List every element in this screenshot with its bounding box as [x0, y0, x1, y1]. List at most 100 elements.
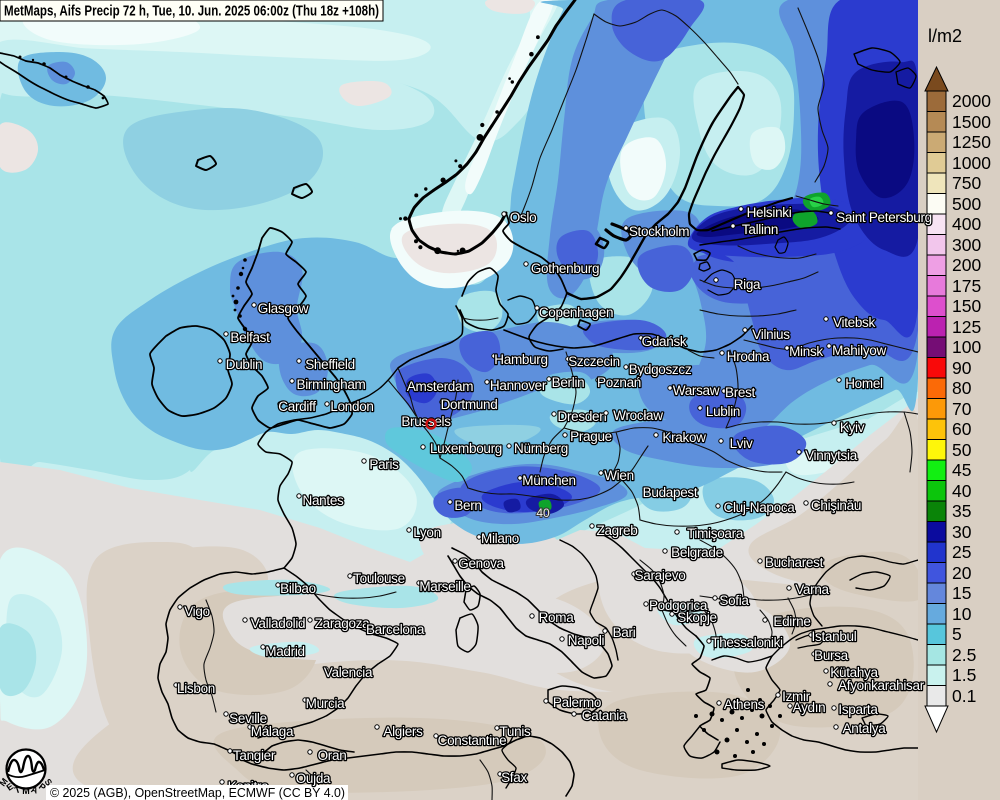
- svg-text:Barcelona: Barcelona: [366, 622, 425, 637]
- svg-text:Budapest: Budapest: [643, 485, 698, 500]
- svg-text:Homel: Homel: [845, 376, 883, 391]
- svg-text:Roma: Roma: [539, 610, 575, 625]
- svg-text:Sofia: Sofia: [719, 593, 749, 608]
- svg-text:Berlin: Berlin: [552, 375, 585, 390]
- svg-text:Antalya: Antalya: [843, 721, 887, 736]
- svg-text:Tunis: Tunis: [499, 724, 531, 739]
- svg-text:25: 25: [952, 542, 971, 562]
- svg-text:Cardiff: Cardiff: [278, 399, 316, 414]
- svg-text:Bilbao: Bilbao: [280, 581, 316, 596]
- svg-text:Palermo: Palermo: [553, 695, 601, 710]
- svg-text:300: 300: [952, 235, 981, 255]
- svg-text:Amsterdam: Amsterdam: [407, 379, 473, 394]
- svg-text:Hannover: Hannover: [490, 378, 547, 393]
- svg-text:Sheffield: Sheffield: [305, 357, 355, 372]
- svg-text:M: M: [0, 776, 10, 788]
- svg-text:Aydın: Aydın: [793, 700, 826, 715]
- svg-text:Dortmund: Dortmund: [441, 397, 498, 412]
- svg-text:Afyonkarahisar: Afyonkarahisar: [838, 678, 925, 693]
- svg-text:Tallinn: Tallinn: [742, 222, 778, 237]
- svg-text:Nantes: Nantes: [303, 493, 345, 508]
- svg-text:Timişoara: Timişoara: [687, 526, 744, 541]
- svg-text:Thessaloniki: Thessaloniki: [711, 635, 783, 650]
- svg-text:München: München: [522, 473, 575, 488]
- svg-text:Sarajevo: Sarajevo: [635, 568, 686, 583]
- svg-text:Tangier: Tangier: [233, 748, 276, 763]
- svg-text:Stockholm: Stockholm: [629, 224, 689, 239]
- svg-text:E: E: [5, 781, 16, 793]
- svg-text:Chişinău: Chişinău: [811, 498, 861, 513]
- svg-text:Szczecin: Szczecin: [568, 354, 620, 369]
- svg-text:2000: 2000: [952, 91, 991, 111]
- svg-text:Poznań: Poznań: [597, 375, 641, 390]
- svg-text:Genova: Genova: [458, 556, 504, 571]
- svg-text:Valencia: Valencia: [324, 665, 373, 680]
- svg-text:Hrodna: Hrodna: [727, 349, 770, 364]
- svg-text:Zaragoza: Zaragoza: [315, 616, 370, 631]
- svg-text:Vitebsk: Vitebsk: [833, 315, 875, 330]
- svg-text:Wrocław: Wrocław: [613, 408, 663, 423]
- svg-text:Wien: Wien: [604, 468, 634, 483]
- svg-text:1.5: 1.5: [952, 665, 976, 685]
- svg-text:5: 5: [952, 624, 962, 644]
- svg-text:1250: 1250: [952, 132, 991, 152]
- svg-text:100: 100: [952, 337, 981, 357]
- svg-text:Lisbon: Lisbon: [177, 681, 215, 696]
- svg-text:500: 500: [952, 194, 981, 214]
- svg-text:Constantine: Constantine: [438, 733, 507, 748]
- svg-text:Prague: Prague: [570, 429, 612, 444]
- svg-text:© 2025 (AGB), OpenStreetMap, E: © 2025 (AGB), OpenStreetMap, ECMWF (CC B…: [50, 785, 345, 800]
- svg-text:Vilnius: Vilnius: [752, 327, 790, 342]
- svg-text:Dresden: Dresden: [558, 409, 607, 424]
- svg-text:Bydgoszcz: Bydgoszcz: [629, 362, 692, 377]
- svg-text:Glasgow: Glasgow: [258, 301, 309, 316]
- svg-text:Gothenburg: Gothenburg: [531, 261, 599, 276]
- svg-text:Vigo: Vigo: [184, 604, 210, 619]
- svg-text:35: 35: [952, 501, 971, 521]
- svg-text:20: 20: [952, 563, 972, 583]
- svg-text:50: 50: [952, 440, 972, 460]
- svg-text:Murcia: Murcia: [306, 696, 345, 711]
- svg-text:Madrid: Madrid: [265, 644, 304, 659]
- svg-text:125: 125: [952, 317, 981, 337]
- svg-text:Kyiv: Kyiv: [840, 420, 865, 435]
- svg-text:Hamburg: Hamburg: [494, 352, 547, 367]
- svg-text:Warsaw: Warsaw: [673, 383, 720, 398]
- svg-text:Oslo: Oslo: [510, 210, 537, 225]
- svg-text:1000: 1000: [952, 153, 991, 173]
- svg-text:London: London: [330, 399, 373, 414]
- svg-text:60: 60: [952, 419, 972, 439]
- svg-text:Izmir: Izmir: [782, 689, 811, 704]
- svg-text:Paris: Paris: [369, 457, 399, 472]
- svg-text:MetMaps, Aifs Precip 72 h, Tue: MetMaps, Aifs Precip 72 h, Tue, 10. Jun.…: [4, 4, 379, 20]
- svg-text:Bari: Bari: [613, 625, 636, 640]
- svg-text:Napoli: Napoli: [568, 633, 605, 648]
- svg-text:Milano: Milano: [481, 531, 519, 546]
- svg-text:Cluj-Napoca: Cluj-Napoca: [724, 500, 796, 515]
- svg-text:Algiers: Algiers: [383, 724, 423, 739]
- svg-text:30: 30: [952, 522, 972, 542]
- svg-text:T: T: [13, 784, 22, 795]
- svg-text:Lublin: Lublin: [706, 404, 740, 419]
- svg-text:Krakow: Krakow: [662, 430, 706, 445]
- svg-text:Gdańsk: Gdańsk: [642, 334, 687, 349]
- svg-text:70: 70: [952, 399, 972, 419]
- svg-text:P: P: [37, 781, 48, 793]
- svg-text:Kütahya: Kütahya: [830, 665, 878, 680]
- svg-text:Riga: Riga: [734, 277, 761, 292]
- svg-text:Oujda: Oujda: [296, 771, 331, 786]
- svg-text:15: 15: [952, 583, 971, 603]
- svg-text:200: 200: [952, 255, 981, 275]
- svg-text:Istanbul: Istanbul: [812, 629, 857, 644]
- svg-text:40: 40: [536, 506, 550, 520]
- svg-text:Lviv: Lviv: [730, 436, 753, 451]
- svg-text:M: M: [22, 786, 30, 796]
- svg-text:Isparta: Isparta: [838, 702, 878, 717]
- svg-text:Dublin: Dublin: [226, 357, 262, 372]
- svg-text:Lyon: Lyon: [413, 525, 441, 540]
- svg-text:Skopje: Skopje: [677, 610, 716, 625]
- svg-text:Bursa: Bursa: [814, 648, 849, 663]
- svg-text:Bucharest: Bucharest: [765, 555, 824, 570]
- svg-text:175: 175: [952, 276, 981, 296]
- svg-text:S: S: [43, 777, 55, 788]
